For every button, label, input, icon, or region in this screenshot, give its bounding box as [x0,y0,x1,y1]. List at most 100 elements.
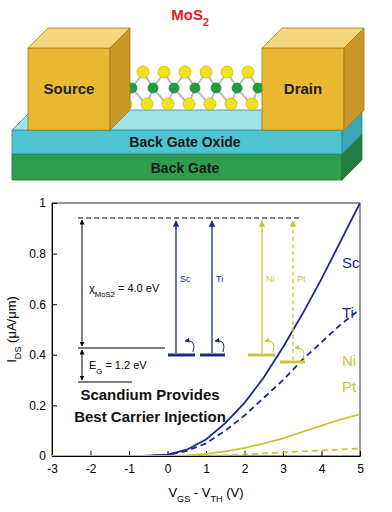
y-tick: 0 [39,449,57,463]
molybdenum-atom [211,83,221,93]
drain-side [344,28,364,130]
gap-label: EG = 1.2 eV [89,359,147,376]
x-tick: 4 [319,451,326,476]
series-line [52,203,360,456]
valence-band [78,381,132,382]
work-function-arrow [292,221,293,360]
y-tick-label: 0.8 [29,247,46,261]
y-tick-mark [52,405,57,406]
plot-frame [52,203,360,456]
y-tick-mark [52,254,57,255]
x-tick-label: -2 [86,462,97,476]
x-tick-label: 3 [280,462,287,476]
affinity-arrow [82,220,83,346]
sulfur-atom [221,66,233,78]
figure: SourceDrainBack Gate OxideBack GateMoS2-… [0,0,392,512]
x-tick-label: 5 [357,462,364,476]
x-tick: -2 [86,451,97,476]
fermi-level [200,354,225,357]
x-tick-label: 2 [242,462,249,476]
oxide-label: Back Gate Oxide [129,134,240,150]
fermi-level [280,361,305,364]
molybdenum-atom [169,83,179,93]
x-tick: 3 [280,451,287,476]
text-part: (μA/μm) [4,296,19,346]
sulfur-atom [162,98,174,110]
sulfur-atom [246,98,258,110]
sulfur-atom [242,66,254,78]
text-part: = 1.2 eV [102,359,147,371]
annotation: Scandium Provides [80,386,219,403]
series-line [52,309,360,456]
y-tick: 0.6 [29,298,57,312]
series-label: Ni [342,352,356,369]
y-tick-label: 0.2 [29,399,46,413]
y-tick-mark [52,203,57,204]
mos2-lattice [116,66,270,110]
injection-arrow [185,341,194,352]
text-part: MoS2 [95,290,115,299]
text-part: 2 [203,16,209,28]
metal-label: Sc [180,274,191,284]
y-tick-label: 0 [39,449,46,463]
work-function-arrow [175,221,176,353]
injection-arrow [295,348,304,359]
fermi-level [248,354,275,357]
y-axis-line [52,204,53,457]
text-part: = 4.0 eV [115,282,160,294]
sulfur-atom [179,66,191,78]
molybdenum-atom [253,83,263,93]
x-axis-line [53,456,361,457]
y-tick: 0.8 [29,247,57,261]
sulfur-atom [183,98,195,110]
sulfur-atom [200,66,212,78]
sulfur-atom [137,66,149,78]
metal-label: Ti [216,274,223,284]
y-tick-mark [52,456,57,457]
x-tick-label: -1 [124,462,135,476]
metal-label: Pt [297,274,306,284]
source-side [110,28,130,130]
band-diagram: χMoS2 = 4.0 eV EG = 1.2 eV Sc Ti Ni Pt [78,218,306,382]
text-part: - V [190,485,211,500]
source-front [28,48,110,130]
y-tick-label: 0.6 [29,298,46,312]
x-tick: -1 [124,451,135,476]
molybdenum-atom [232,83,242,93]
x-tick-label: 4 [319,462,326,476]
gate-label: Back Gate [151,160,220,176]
x-tick-label: 1 [203,462,210,476]
y-tick: 0.2 [29,399,57,413]
y-tick: 1 [39,196,57,210]
text-part: V [168,485,177,500]
sulfur-atom [204,98,216,110]
work-function-arrow [261,221,262,353]
sulfur-atom [158,66,170,78]
oxide-front [12,130,342,154]
conduction-band [78,347,165,348]
y-tick-mark [52,304,57,305]
x-axis-title: VGS - VTH (V) [168,485,243,504]
text-part: GS [177,494,190,504]
gap-arrow [82,350,83,380]
series-lines [52,203,360,456]
x-tick-label: 0 [165,462,172,476]
injection-arrow [265,341,274,352]
series-line [52,448,360,456]
metal-label: Ni [266,274,275,284]
molybdenum-atom [148,83,158,93]
fermi-level [168,354,195,357]
sulfur-atom [141,98,153,110]
affinity-label: χMoS2 = 4.0 eV [89,282,160,299]
vacuum-level [78,218,300,219]
text-part: MoS [171,6,203,23]
molybdenum-atom [190,83,200,93]
y-axis-title: IDS (μA/μm) [4,296,23,363]
source-label: Source [44,80,95,97]
y-tick-label: 1 [39,196,46,210]
x-tick-label: -3 [47,462,58,476]
y-tick: 0.4 [29,348,57,362]
injection-arrow [215,341,224,352]
series-label: Pt [342,378,357,395]
device: SourceDrainBack Gate OxideBack GateMoS2 [12,6,364,180]
